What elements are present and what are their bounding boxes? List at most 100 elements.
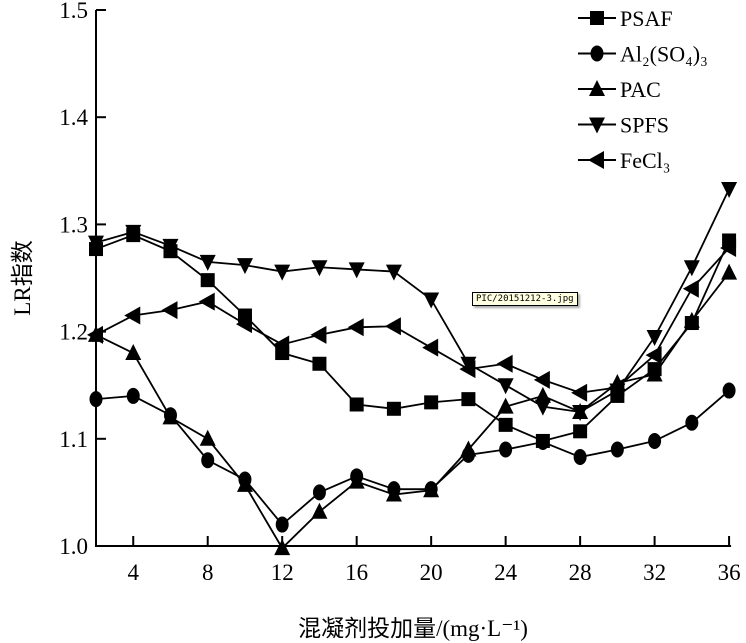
series-2	[88, 263, 738, 556]
legend-marker	[589, 117, 605, 134]
data-point	[386, 401, 401, 416]
data-point	[89, 391, 103, 408]
data-point	[385, 264, 402, 281]
data-point	[198, 292, 215, 311]
data-point	[199, 254, 216, 271]
data-point	[533, 370, 550, 389]
x-tick-label: 16	[345, 560, 368, 585]
data-point	[275, 516, 289, 533]
data-point	[273, 335, 290, 354]
data-point	[88, 235, 104, 252]
legend-marker	[588, 151, 604, 169]
data-point	[460, 440, 477, 457]
data-point	[461, 392, 476, 407]
data-point	[497, 378, 514, 395]
series-line	[95, 247, 730, 394]
data-point	[311, 260, 328, 277]
data-point	[571, 383, 588, 402]
legend-label: SPFS	[620, 113, 669, 138]
y-axis-label: LR指数	[10, 240, 35, 315]
data-point	[646, 329, 663, 346]
data-point	[199, 429, 216, 446]
legend-marker	[589, 80, 605, 96]
x-tick-label: 4	[127, 560, 139, 585]
legend-label: PAC	[620, 77, 661, 102]
data-point	[424, 395, 439, 410]
data-point	[572, 405, 589, 421]
data-point	[685, 414, 699, 431]
data-point	[722, 382, 736, 399]
data-point	[125, 224, 142, 241]
x-tick-label: 28	[569, 560, 592, 585]
data-point	[385, 485, 402, 502]
data-point	[683, 311, 700, 328]
data-point	[534, 399, 551, 416]
legend-marker	[590, 11, 604, 25]
data-point	[496, 354, 513, 373]
y-tick-label: 1.0	[59, 534, 88, 559]
data-point	[682, 279, 699, 298]
series-3	[88, 182, 738, 421]
legend-label: Al₂(SO₄)₃	[620, 42, 708, 67]
data-point	[235, 315, 252, 334]
legend-label: PSAF	[620, 6, 673, 31]
y-tick-label: 1.3	[59, 212, 88, 237]
data-point	[720, 238, 737, 257]
data-point	[721, 182, 738, 199]
data-point	[236, 258, 253, 275]
data-point	[162, 408, 179, 425]
data-point	[422, 338, 439, 357]
x-axis-label: 混凝剂投加量/(mg·L⁻¹)	[298, 616, 528, 641]
series-0	[89, 228, 737, 448]
y-tick-label: 1.2	[59, 320, 88, 345]
data-point	[349, 397, 364, 412]
data-point	[384, 317, 401, 336]
data-point	[347, 318, 364, 337]
x-tick-label: 20	[420, 560, 443, 585]
data-point	[274, 264, 291, 281]
data-point	[459, 360, 476, 379]
data-point	[646, 365, 663, 382]
data-point	[200, 273, 215, 288]
x-tick-label: 32	[643, 560, 666, 585]
data-point	[683, 260, 700, 277]
data-point	[645, 346, 662, 365]
data-point	[498, 417, 513, 432]
series-line	[95, 389, 730, 526]
data-point	[201, 452, 215, 469]
data-point	[87, 325, 103, 344]
x-tick-label: 8	[202, 560, 214, 585]
series-line	[95, 272, 730, 550]
data-point	[499, 441, 513, 458]
data-point	[573, 449, 587, 466]
data-point	[423, 292, 440, 309]
data-point	[648, 432, 662, 449]
data-point	[348, 262, 365, 279]
x-tick-label: 24	[494, 560, 518, 585]
x-tick-label: 36	[718, 560, 741, 585]
data-point	[534, 386, 551, 403]
data-point	[312, 484, 326, 501]
data-point	[124, 306, 141, 325]
y-tick-label: 1.5	[59, 0, 88, 23]
y-tick-label: 1.1	[59, 427, 88, 452]
data-point	[126, 387, 140, 404]
data-point	[497, 397, 514, 414]
legend-marker	[590, 45, 604, 62]
data-point	[721, 263, 738, 280]
data-point	[608, 378, 625, 397]
data-point	[274, 539, 291, 556]
y-tick-label: 1.4	[59, 105, 88, 130]
data-point	[423, 481, 440, 498]
data-point	[162, 238, 179, 255]
data-point	[236, 475, 253, 492]
legend-label: FeCl₃	[620, 148, 670, 173]
data-point	[610, 441, 624, 458]
x-tick-label: 12	[271, 560, 294, 585]
data-point	[536, 434, 550, 451]
data-point	[161, 301, 178, 320]
filename-tooltip: PIC/20151212-3.jpg	[472, 292, 578, 306]
data-point	[573, 424, 588, 439]
